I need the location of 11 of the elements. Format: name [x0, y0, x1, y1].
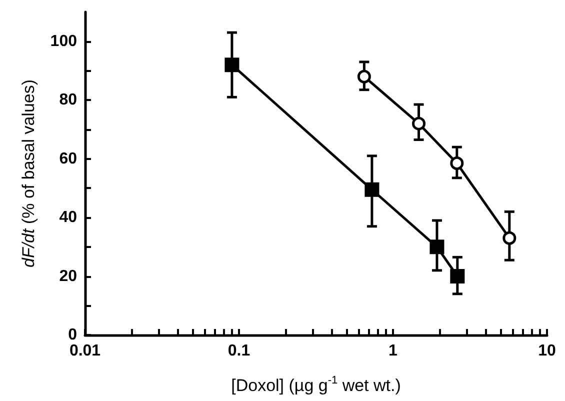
x-tick-label: 0.01	[69, 342, 101, 360]
y-tick-label: 80	[59, 92, 78, 109]
y-tick-label: 20	[59, 268, 78, 285]
y-tick-label: 40	[59, 209, 78, 226]
x-tick-label: 10	[538, 342, 556, 360]
x-tick-label: 1	[388, 342, 398, 360]
x-tick-label: 0.1	[228, 342, 250, 360]
y-tick-label: 60	[59, 150, 78, 168]
y-tick-label: 100	[50, 32, 78, 50]
y-axis-title: dF/dt (% of basal values)	[19, 79, 38, 268]
y-tick-label: 0	[68, 326, 78, 344]
